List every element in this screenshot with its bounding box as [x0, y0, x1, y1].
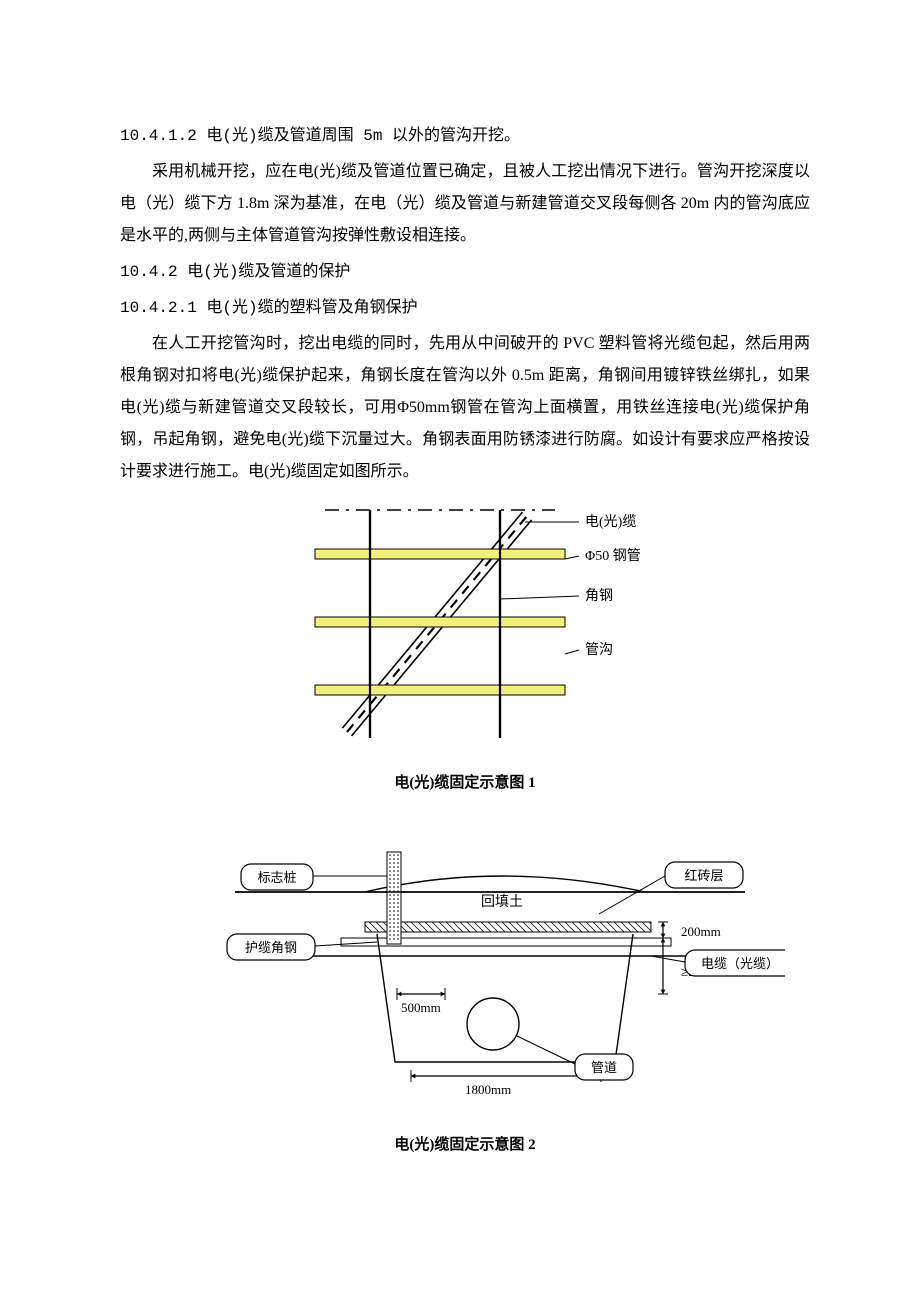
svg-text:Φ50 钢管: Φ50 钢管	[585, 548, 641, 564]
heading-10-4-2-1: 10.4.2.1 电(光)缆的塑料管及角钢保护	[120, 292, 810, 324]
paragraph-1: 采用机械开挖，应在电(光)缆及管道位置已确定，且被人工挖出情况下进行。管沟开挖深…	[120, 156, 810, 252]
svg-text:200mm: 200mm	[681, 924, 721, 939]
svg-text:1800mm: 1800mm	[465, 1082, 511, 1097]
svg-text:护缆角钢: 护缆角钢	[245, 940, 297, 955]
svg-text:500mm: 500mm	[401, 1000, 441, 1015]
svg-text:标志桩: 标志桩	[257, 870, 296, 885]
svg-text:管沟: 管沟	[585, 642, 613, 658]
heading-10-4-2: 10.4.2 电(光)缆及管道的保护	[120, 256, 810, 288]
svg-text:角钢: 角钢	[585, 588, 613, 604]
svg-text:管道: 管道	[591, 1060, 617, 1075]
document-page: 10.4.1.2 电(光)缆及管道周围 5m 以外的管沟开挖。 采用机械开挖，应…	[0, 0, 920, 1302]
svg-text:红砖层: 红砖层	[684, 868, 723, 883]
figure-1-caption: 电(光)缆固定示意图 1	[120, 768, 810, 798]
svg-text:电(光)缆: 电(光)缆	[585, 514, 636, 530]
figure-2-caption: 电(光)缆固定示意图 2	[120, 1130, 810, 1160]
svg-text:电缆（光缆）: 电缆（光缆）	[701, 956, 779, 971]
paragraph-2: 在人工开挖管沟时，挖出电缆的同时，先用从中间破开的 PVC 塑料管将光缆包起，然…	[120, 328, 810, 488]
svg-text:回填土: 回填土	[481, 894, 523, 910]
figure-2-wrap: 200mm≥500mm500mm1800mm标志桩护缆角钢红砖层电缆（光缆）管道…	[120, 826, 810, 1160]
heading-10-4-1-2: 10.4.1.2 电(光)缆及管道周围 5m 以外的管沟开挖。	[120, 120, 810, 152]
figure-1-svg: 电(光)缆 Φ50 钢管角钢管沟	[265, 504, 665, 744]
figure-2-svg: 200mm≥500mm500mm1800mm标志桩护缆角钢红砖层电缆（光缆）管道…	[145, 826, 785, 1106]
figure-1-wrap: 电(光)缆 Φ50 钢管角钢管沟 电(光)缆固定示意图 1	[120, 504, 810, 798]
